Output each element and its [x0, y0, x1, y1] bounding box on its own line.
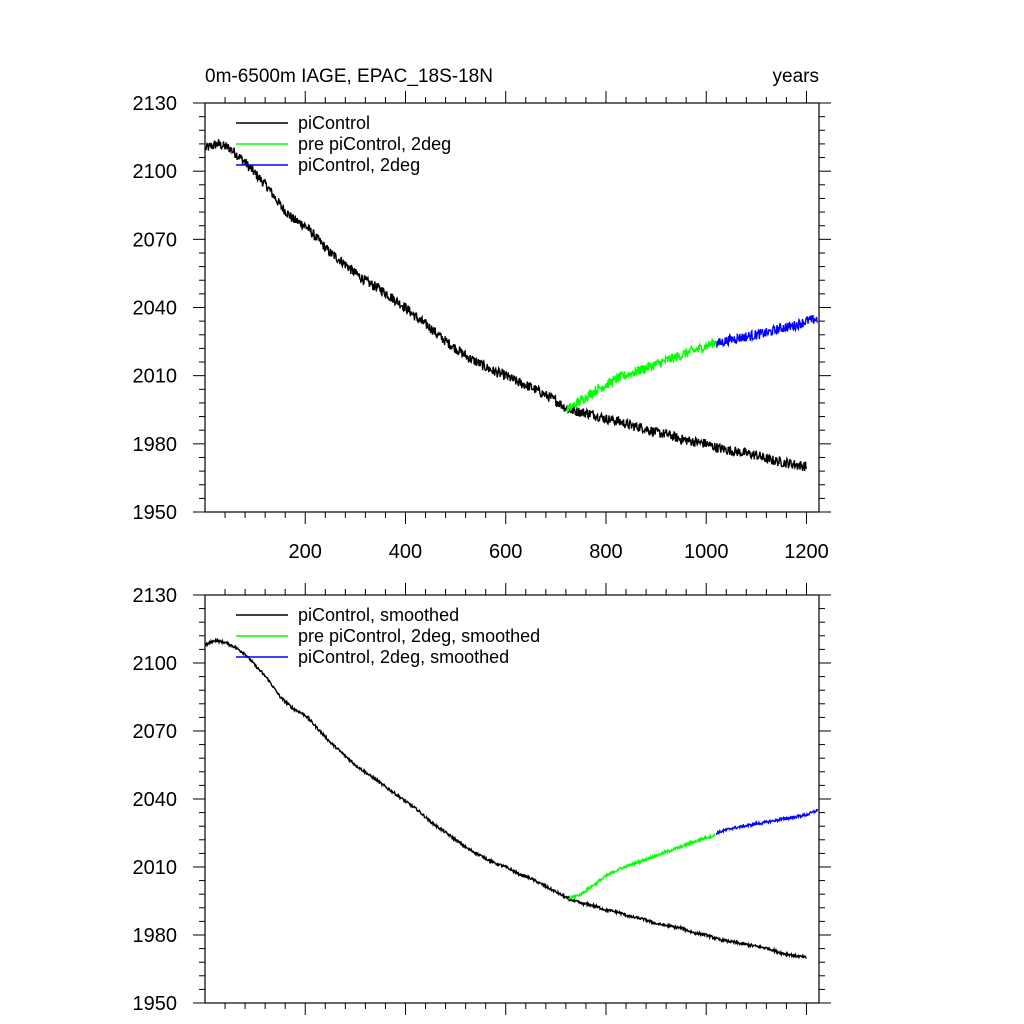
- chart-title-left: 0m-6500m IAGE, EPAC_18S-18N: [205, 66, 493, 87]
- legend-label-1: pre piControl, 2deg: [298, 134, 451, 154]
- y-tick-label: 2040: [133, 789, 178, 811]
- y-tick-label: 2100: [133, 653, 178, 675]
- legend-label-0: piControl, smoothed: [298, 605, 459, 625]
- series-line-0: [204, 637, 807, 960]
- series-line-2: [715, 808, 819, 836]
- y-tick-label: 2040: [133, 298, 178, 320]
- x-tick-label: 1200: [784, 541, 829, 563]
- legend-label-1: pre piControl, 2deg, smoothed: [298, 626, 540, 646]
- series-line-0: [204, 138, 808, 472]
- y-tick-label: 2070: [133, 721, 178, 743]
- y-tick-label: 2010: [133, 857, 178, 879]
- legend-label-2: piControl, 2deg, smoothed: [298, 647, 509, 667]
- y-tick-label: 2130: [133, 585, 178, 607]
- y-tick-label: 2010: [133, 366, 178, 388]
- series-line-1: [566, 338, 717, 414]
- y-tick-label: 1980: [133, 434, 178, 456]
- x-tick-label: 1000: [684, 541, 729, 563]
- top-panel: 0m-6500m IAGE, EPAC_18S-18N years 1950 19…: [133, 66, 831, 563]
- x-tick-label: 200: [289, 541, 322, 563]
- chart-title-right: years: [773, 66, 819, 87]
- legend-label-2: piControl, 2deg: [298, 155, 420, 175]
- y-tick-label: 2070: [133, 229, 178, 251]
- x-tick-label: 800: [589, 541, 622, 563]
- x-tick-label: 600: [489, 541, 522, 563]
- legend-label-0: piControl: [298, 113, 370, 133]
- bottom-panel: 1950 1980 2010 2040 2070 2100 2130 piControl, s…: [133, 583, 831, 1015]
- x-tick-label: 400: [389, 541, 422, 563]
- series-line-2: [715, 314, 819, 349]
- y-tick-label: 2130: [133, 93, 178, 115]
- y-tick-label: 1950: [133, 993, 178, 1015]
- y-tick-label: 1950: [133, 502, 178, 524]
- y-tick-label: 1980: [133, 925, 178, 947]
- series-line-1: [568, 832, 716, 901]
- y-tick-label: 2100: [133, 161, 178, 183]
